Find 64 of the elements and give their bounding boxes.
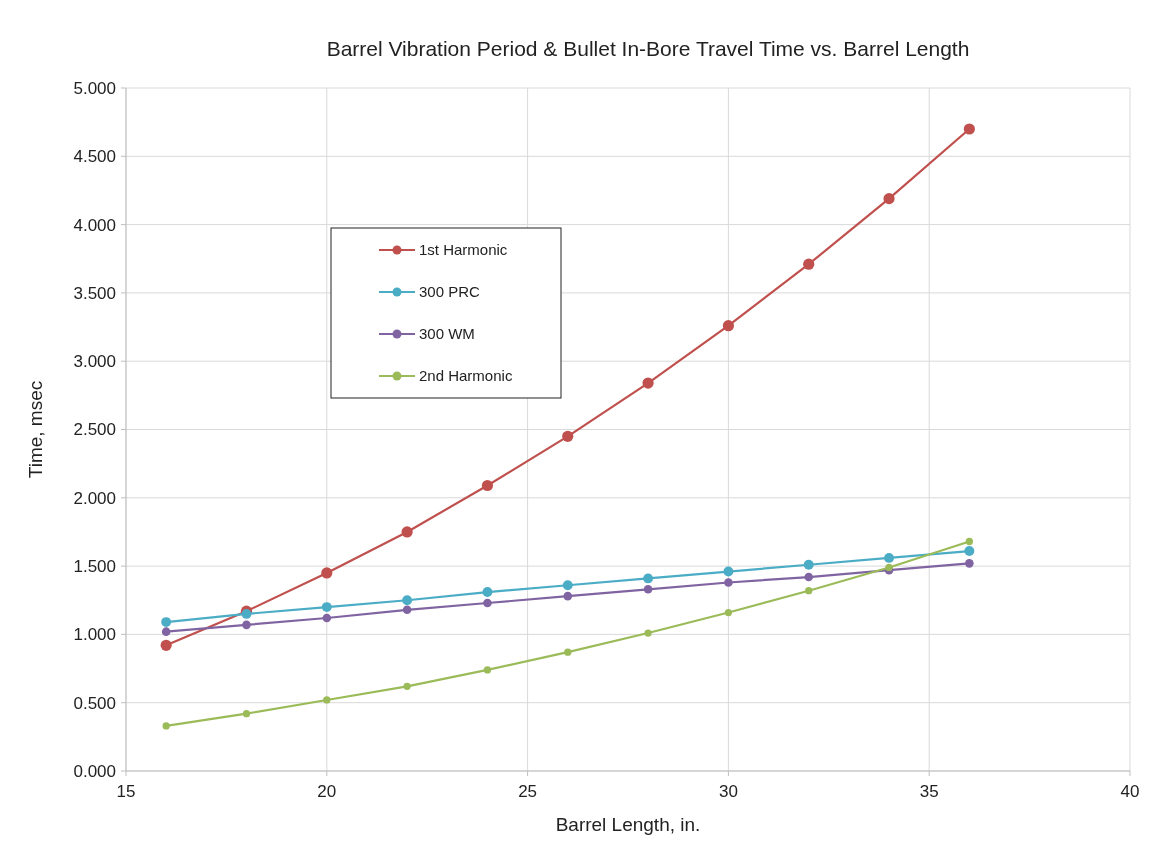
y-tick-label: 3.500 [73,283,116,303]
point [884,552,894,563]
y-tick-label: 4.500 [73,147,116,167]
y-tick-label: 5.000 [73,78,116,98]
point [481,479,494,492]
y-tick-label: 2.500 [73,420,116,440]
point [242,709,251,718]
x-tick-label: 25 [518,782,538,801]
legend-label: 2nd Harmonic [419,367,513,385]
point [401,526,413,538]
y-tick-label: 0.500 [73,693,116,713]
x-tick-label: 35 [919,782,939,801]
point [402,595,413,606]
y-tick-label: 1.000 [73,625,116,645]
point [643,573,654,584]
point [483,666,492,674]
point [162,722,170,730]
y-tick-label: 0.000 [73,761,116,781]
point [161,627,171,636]
y-tick-label: 2.000 [73,488,116,508]
point [965,537,974,546]
legend-label: 1st Harmonic [419,241,508,259]
x-tick-label: 20 [317,782,337,801]
point [403,682,411,690]
point [160,639,172,651]
point [322,613,332,623]
point [724,578,733,587]
point [723,566,734,577]
x-tick-label: 40 [1120,782,1140,801]
point [805,587,813,595]
point [643,585,653,594]
point [321,602,332,613]
y-tick-label: 3.000 [73,352,116,372]
point [644,629,652,637]
point [963,123,975,135]
point [883,193,895,205]
x-axis-title: Barrel Length, in. [555,814,701,835]
point [965,559,974,568]
point [483,598,492,608]
point [242,620,251,630]
point [642,377,654,389]
legend-label: 300 WM [419,325,475,343]
point [804,572,814,582]
legend-label: 300 PRC [419,283,481,301]
point [402,605,412,615]
y-tick-label: 4.000 [73,215,116,235]
point [323,696,331,704]
point [562,580,573,591]
x-tick-label: 15 [116,782,136,801]
point [564,648,572,656]
point [562,430,574,442]
x-tick-label: 30 [718,782,738,801]
point [161,617,172,628]
y-axis-title: Time, msec [25,380,46,479]
y-tick-label: 1.500 [73,557,116,577]
point [321,567,333,579]
point [803,258,815,270]
chart-title: Barrel Vibration Period & Bullet In-Bore Travel Time vs. Barrel Length [326,37,970,60]
point [482,587,493,597]
point [722,320,734,332]
point [563,591,573,601]
point [803,559,814,570]
point [964,546,975,557]
point [724,608,733,617]
